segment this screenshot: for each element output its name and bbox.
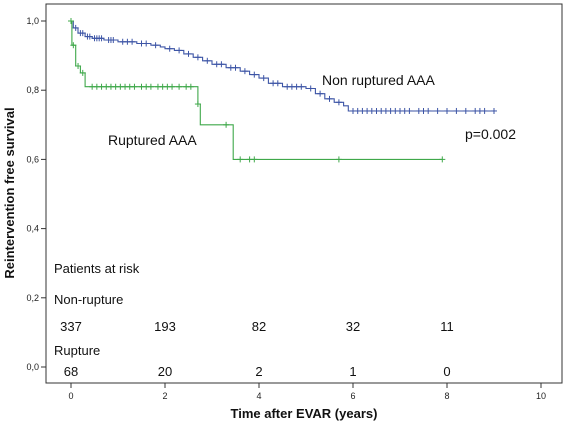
x-tick-label: 6 <box>350 391 355 401</box>
censor-mark <box>335 99 342 106</box>
y-tick-label: 0,0 <box>26 362 39 372</box>
censor-mark <box>70 42 77 49</box>
x-axis-title: Time after EVAR (years) <box>231 406 378 421</box>
y-axis-title: Reintervention free survival <box>2 107 17 278</box>
risk-counts: 337 193 82 32 11 68 20 2 1 0 <box>60 319 454 379</box>
censor-mark <box>176 47 183 54</box>
censor-mark <box>75 62 82 69</box>
risk-count-non-rupture: 32 <box>346 319 360 334</box>
censor-mark <box>68 18 74 24</box>
censor-mark <box>481 107 488 114</box>
censor-mark <box>406 107 413 114</box>
censor-mark <box>260 75 267 82</box>
censor-mark <box>194 54 201 61</box>
y-tick-label: 0,2 <box>26 293 39 303</box>
censor-mark <box>187 83 194 90</box>
censor-mark <box>439 156 446 163</box>
censor-mark <box>131 83 138 90</box>
censor-mark <box>307 85 314 92</box>
y-tick-label: 0,8 <box>26 85 39 95</box>
risk-count-non-rupture: 82 <box>252 319 266 334</box>
risk-count-rupture: 0 <box>443 364 450 379</box>
censor-mark <box>79 69 86 76</box>
censor-mark <box>79 30 86 37</box>
risk-count-rupture: 2 <box>255 364 262 379</box>
censor-mark <box>298 83 305 90</box>
plot-frame <box>45 3 563 384</box>
x-tick-label: 8 <box>444 391 449 401</box>
censor-mark <box>223 121 230 128</box>
censor-mark <box>434 107 441 114</box>
risk-count-non-rupture: 11 <box>440 319 454 334</box>
risk-rupture-label: Rupture <box>54 343 100 358</box>
x-tick-label: 2 <box>162 391 167 401</box>
censor-mark <box>251 71 258 78</box>
risk-table-title: Patients at risk <box>54 261 140 276</box>
x-tick-label: 10 <box>536 391 546 401</box>
risk-count-rupture: 20 <box>158 364 172 379</box>
censor-mark <box>86 33 93 40</box>
ruptured-label: Ruptured AAA <box>108 132 197 148</box>
censor-mark <box>425 107 432 114</box>
censor-mark <box>169 83 176 90</box>
censor-mark <box>204 57 211 64</box>
censor-mark <box>129 38 136 45</box>
censor-mark <box>453 107 460 114</box>
censor-mark <box>326 95 333 102</box>
censor-mark <box>147 83 154 90</box>
axis-ticks: 0 2 4 6 8 100,00,20,40,60,81,0 <box>26 16 546 401</box>
non-ruptured-label: Non ruptured AAA <box>322 72 436 88</box>
censor-mark <box>274 80 281 87</box>
censor-mark <box>237 156 244 163</box>
censor-mark <box>241 68 248 75</box>
censor-mark <box>491 107 497 114</box>
x-tick-label: 0 <box>68 391 73 401</box>
y-tick-label: 1,0 <box>26 16 39 26</box>
censor-mark <box>176 83 183 90</box>
censor-mark <box>143 40 150 47</box>
censor-mark <box>185 50 192 57</box>
censor-mark <box>72 24 79 31</box>
censor-mark <box>317 90 324 97</box>
censor-mark <box>98 35 105 42</box>
censor-mark <box>152 42 159 49</box>
censor-mark <box>335 156 342 163</box>
x-tick-label: 4 <box>256 391 261 401</box>
y-tick-label: 0,6 <box>26 154 39 164</box>
censor-mark <box>110 37 117 44</box>
censor-mark <box>444 107 450 114</box>
risk-count-rupture: 68 <box>64 364 78 379</box>
y-tick-label: 0,4 <box>26 224 39 234</box>
p-value-label: p=0.002 <box>465 126 516 142</box>
censor-mark <box>462 107 469 114</box>
censor-mark <box>232 64 239 71</box>
risk-count-non-rupture: 337 <box>60 319 82 334</box>
censor-mark <box>166 45 173 52</box>
censor-mark <box>194 101 201 108</box>
censor-mark <box>218 61 225 68</box>
risk-count-non-rupture: 193 <box>154 319 176 334</box>
risk-non-rupture-label: Non-rupture <box>54 292 123 307</box>
censor-mark <box>251 156 258 163</box>
censor-marks <box>68 18 497 163</box>
risk-count-rupture: 1 <box>349 364 356 379</box>
